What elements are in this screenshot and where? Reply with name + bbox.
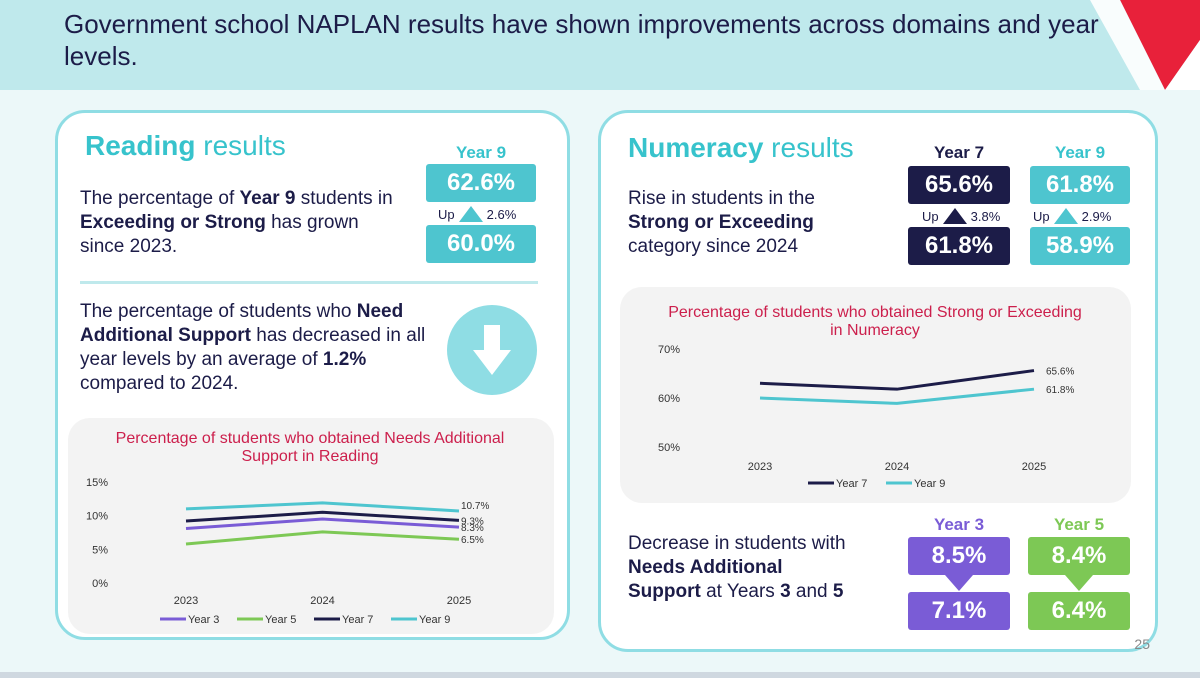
numeracy-y7-change-row: Up 3.8% — [922, 208, 1001, 224]
y-tick-label: 70% — [658, 344, 680, 356]
numeracy-y7-label: Year 7 — [933, 143, 985, 162]
up-arrow-icon — [942, 208, 967, 224]
legend-entry: Year 7 — [836, 478, 867, 490]
numeracy-y3-prev-box: 8.5% — [908, 537, 1010, 575]
y-tick-label: 15% — [86, 477, 108, 489]
numeracy-y5-label: Year 5 — [1053, 515, 1105, 534]
data-label: 65.6% — [1046, 367, 1074, 378]
reading-year-label: Year 9 — [455, 143, 507, 162]
reading-change-row: Up 2.6% — [438, 206, 517, 222]
reading-title: Reading results — [85, 130, 286, 161]
legend-entry: Year 9 — [419, 614, 450, 626]
x-tick-label: 2023 — [174, 595, 198, 607]
numeracy-y5-prev-box: 8.4% — [1028, 537, 1130, 575]
up-arrow-icon — [1053, 208, 1078, 224]
series-line-year-3 — [185, 517, 460, 530]
data-label: 8.3% — [461, 523, 484, 534]
numeracy-title: Numeracy results — [628, 132, 854, 163]
numeracy-y7-current-box: 65.6% — [908, 166, 1010, 204]
legend-entry: Year 9 — [914, 478, 945, 490]
numeracy-y3-label: Year 3 — [933, 515, 985, 534]
y-tick-label: 0% — [92, 578, 108, 590]
reading-chart: 15% 10% 5% 0% 2023 2024 2025 8.3%6.5% 9.3% 10.7% Y… — [86, 477, 489, 626]
down-arrow-icon — [945, 575, 973, 591]
reading-current-box: 62.6% — [426, 164, 536, 202]
numeracy-y9-previous-box: 58.9% — [1030, 227, 1130, 265]
down-arrow-icon — [1065, 575, 1093, 591]
legend-entry: Year 7 — [342, 614, 373, 626]
reading-chart-title: Percentage of students who obtained Need… — [115, 430, 505, 465]
reading-chart-card — [68, 418, 554, 634]
x-tick-label: 2024 — [310, 595, 334, 607]
y-tick-label: 60% — [658, 393, 680, 405]
data-label: 6.5% — [461, 535, 484, 546]
y-tick-label: 5% — [92, 544, 108, 556]
series-line-year-9 — [185, 501, 460, 513]
divider — [80, 281, 538, 284]
up-arrow-icon — [458, 206, 483, 222]
reading-text-support: The percentage of students who Need Addi… — [80, 301, 426, 394]
x-tick-label: 2025 — [1022, 461, 1046, 473]
numeracy-y5-now-box: 6.4% — [1028, 592, 1130, 630]
numeracy-text-decrease: Decrease in students with Needs Addition… — [628, 533, 846, 602]
footer-bar — [0, 672, 1200, 678]
numeracy-y9-change-row: Up 2.9% — [1033, 208, 1112, 224]
page-number: 25 — [1134, 636, 1150, 652]
data-label: 9.3% — [461, 516, 484, 527]
numeracy-chart-title: Percentage of students who obtained Stro… — [668, 304, 1082, 339]
reading-text-growth: The percentage of Year 9 students in Exc… — [80, 188, 393, 257]
y-tick-label: 10% — [86, 511, 108, 523]
series-line-year-7 — [759, 369, 1035, 391]
y-tick-label: 50% — [658, 442, 680, 454]
numeracy-chart-card — [620, 287, 1131, 503]
down-arrow-icon — [447, 305, 537, 395]
numeracy-chart: 70% 60% 50% 2023 2024 2025 65.6% 61.8% Year 7 Yea… — [658, 344, 1074, 490]
x-tick-label: 2023 — [748, 461, 772, 473]
series-line-year-5 — [185, 530, 460, 546]
data-label: 10.7% — [461, 501, 489, 512]
x-tick-label: 2024 — [885, 461, 909, 473]
numeracy-text-rise: Rise in students in the Strong or Exceed… — [628, 188, 815, 257]
legend-entry: Year 3 — [188, 614, 219, 626]
page-title: Government school NAPLAN results have sh… — [64, 9, 1099, 71]
numeracy-y9-label: Year 9 — [1054, 143, 1106, 162]
reading-previous-box: 60.0% — [426, 225, 536, 263]
numeracy-y9-current-box: 61.8% — [1030, 166, 1130, 204]
data-label: 61.8% — [1046, 385, 1074, 396]
legend-entry: Year 5 — [265, 614, 296, 626]
series-line-year-9 — [759, 387, 1035, 405]
header-banner: Government school NAPLAN results have sh… — [0, 0, 1200, 90]
numeracy-y7-previous-box: 61.8% — [908, 227, 1010, 265]
x-tick-label: 2025 — [447, 595, 471, 607]
series-line-year-7 — [185, 510, 460, 523]
numeracy-y3-now-box: 7.1% — [908, 592, 1010, 630]
